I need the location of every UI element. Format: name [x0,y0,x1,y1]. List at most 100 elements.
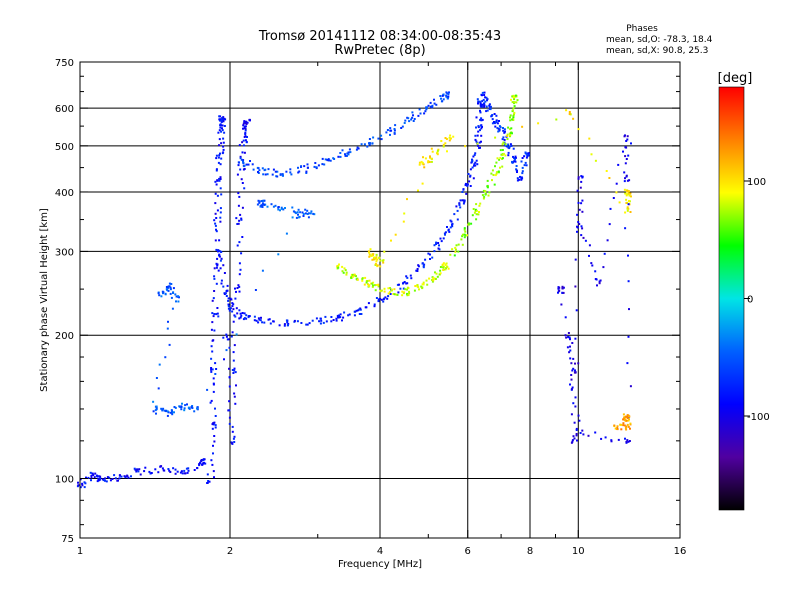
echo-point [594,431,597,434]
echo-point [335,319,338,322]
echo-point [294,211,297,214]
echo-point [360,313,363,315]
echo-point [502,141,505,144]
echo-point [422,266,425,269]
echo-point [437,148,440,151]
echo-point [330,316,333,318]
echo-point [318,320,321,323]
echo-point [473,211,476,214]
echo-point [244,139,247,142]
echo-point [227,297,230,300]
echo-point [216,194,219,197]
echo-point [489,108,492,111]
echo-point [243,125,246,128]
echo-point [403,281,406,283]
echo-point [196,406,199,409]
echo-point [429,253,431,256]
echo-point [604,436,607,439]
echo-point [510,144,513,147]
echo-point [215,157,218,160]
echo-point [392,293,395,295]
echo-point [136,468,139,471]
echo-point [483,102,485,105]
echo-point [461,243,464,246]
echo-point [496,122,499,125]
echo-point [302,213,305,215]
echo-point [629,422,632,425]
echo-point [479,109,481,112]
echo-point [228,367,230,370]
echo-point [515,169,518,172]
echo-point [383,287,386,290]
echo-point [572,435,575,438]
echo-point [620,428,623,431]
echo-point [627,254,629,257]
echo-point [258,201,261,204]
echo-point [488,103,491,106]
echo-point [337,264,340,267]
echo-point [417,264,420,267]
echo-point [253,319,256,322]
echo-point [237,284,240,287]
echo-point [227,303,230,306]
echo-point [277,253,280,256]
echo-point [311,319,314,322]
echo-point [476,163,479,166]
echo-point [523,164,526,167]
echo-point [498,128,501,131]
echo-point [626,179,629,182]
echo-point [228,376,231,379]
echo-point [372,281,375,284]
echo-point [574,369,576,372]
echo-point [382,261,385,264]
echo-point [387,295,390,298]
echo-point [363,283,366,286]
echo-point [161,409,164,411]
echo-point [212,444,214,447]
echo-point [228,422,231,425]
echo-point [187,469,190,472]
echo-point [355,278,358,281]
echo-point [291,216,294,219]
echo-point [84,482,87,485]
echo-point [512,147,515,150]
echo-point [506,135,509,137]
echo-point [427,104,430,107]
echo-point [625,158,628,160]
echo-point [574,285,577,288]
echo-point [472,208,475,210]
echo-point [473,154,476,156]
echo-point [408,292,411,295]
echo-point [220,121,223,123]
echo-point [504,143,507,146]
echo-point [615,182,618,185]
echo-point [455,248,457,251]
echo-point [569,338,571,341]
echo-point [421,283,424,286]
echo-point [455,244,458,247]
echo-point [393,293,396,296]
echo-point [240,314,243,317]
echo-point [242,159,245,162]
y-axis: 75 100 200 300 400 500 600 750 [55,58,680,545]
echo-point [570,362,573,365]
echo-point [366,145,369,148]
echo-point [444,233,446,236]
echo-point [582,433,585,436]
echo-point [407,294,410,296]
echo-point [627,425,630,428]
echo-point [210,368,213,371]
echo-point [169,292,172,295]
echo-point [215,168,218,171]
echo-point [507,126,510,129]
echo-point [274,170,277,173]
echo-point [198,463,201,465]
echo-point [366,280,369,282]
echo-point [475,140,478,143]
echo-point [477,130,480,133]
echo-point [356,278,359,281]
echo-point [629,385,632,388]
echo-point [335,317,338,320]
echo-point [214,192,217,195]
echo-point [376,258,379,261]
